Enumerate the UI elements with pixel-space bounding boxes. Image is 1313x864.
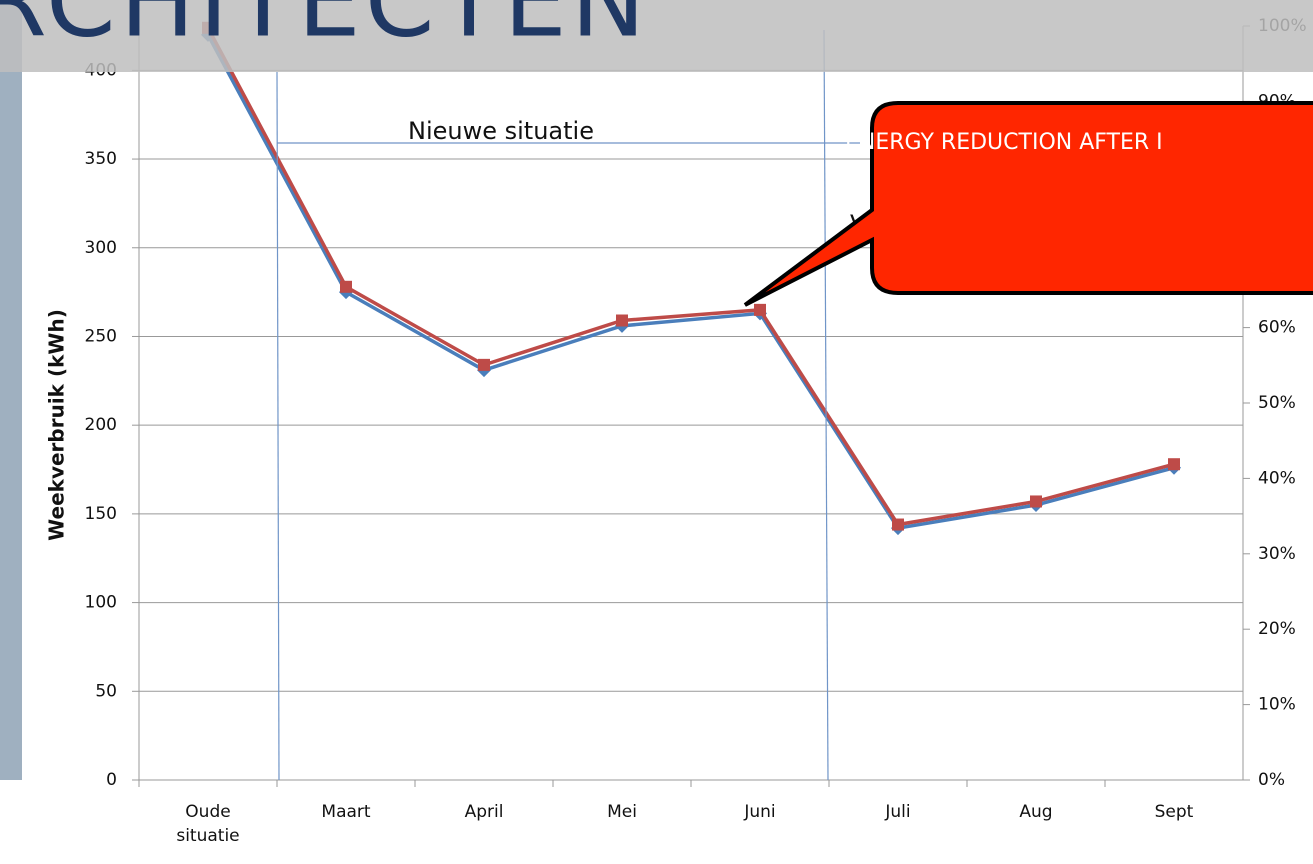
point bbox=[478, 358, 490, 371]
y2-tick-label: 30% bbox=[1258, 544, 1296, 564]
y-tick-label: 300 bbox=[85, 238, 117, 258]
y-tick-label: 0 bbox=[106, 770, 117, 790]
banner bbox=[0, 0, 1313, 72]
callout bbox=[743, 101, 1313, 307]
photo-strip bbox=[0, 0, 22, 780]
series-line bbox=[206, 34, 1175, 530]
y-tick-label: 350 bbox=[85, 149, 117, 169]
x-tick-label: Juli bbox=[885, 802, 911, 822]
point bbox=[340, 280, 352, 293]
x-tick-label: Mei bbox=[607, 802, 637, 822]
y-tick-label: 250 bbox=[85, 326, 117, 346]
banner-title: ARCHITECTEN bbox=[0, 0, 650, 59]
x-tick-label: Aug bbox=[1019, 802, 1053, 822]
annotation: Nieuwe situatie bbox=[408, 117, 594, 145]
point bbox=[1030, 495, 1042, 508]
y2-tick-label: 20% bbox=[1258, 619, 1296, 639]
point bbox=[892, 518, 904, 531]
y2-tick-label: 40% bbox=[1258, 468, 1296, 488]
y-tick-label: 200 bbox=[85, 415, 117, 435]
x-tick-label: April bbox=[464, 802, 504, 822]
point bbox=[1168, 458, 1180, 471]
y2-tick-label: 0% bbox=[1258, 770, 1285, 790]
series-line bbox=[206, 26, 1175, 527]
callout-text: ENERGY REDUCTION AFTER I bbox=[845, 130, 1163, 155]
y-tick-label: 50 bbox=[95, 681, 117, 701]
x-tick-label: Maart bbox=[321, 802, 371, 822]
x-tick-label: Sept bbox=[1154, 802, 1194, 822]
divider bbox=[276, 71, 280, 781]
x-tick-label: Juni bbox=[744, 802, 776, 822]
y2-tick-label: 50% bbox=[1258, 393, 1296, 413]
point bbox=[754, 303, 766, 316]
divider bbox=[823, 29, 829, 781]
x-tick-label: Oude situatie bbox=[176, 802, 240, 846]
y-tick-label: 100 bbox=[85, 593, 117, 613]
y-axis-label: Weekverbruik (kWh) bbox=[45, 309, 69, 541]
y2-tick-label: 10% bbox=[1258, 695, 1296, 715]
y2-tick-label: 60% bbox=[1258, 318, 1296, 338]
y-tick-label: 150 bbox=[85, 504, 117, 524]
point bbox=[616, 314, 628, 327]
